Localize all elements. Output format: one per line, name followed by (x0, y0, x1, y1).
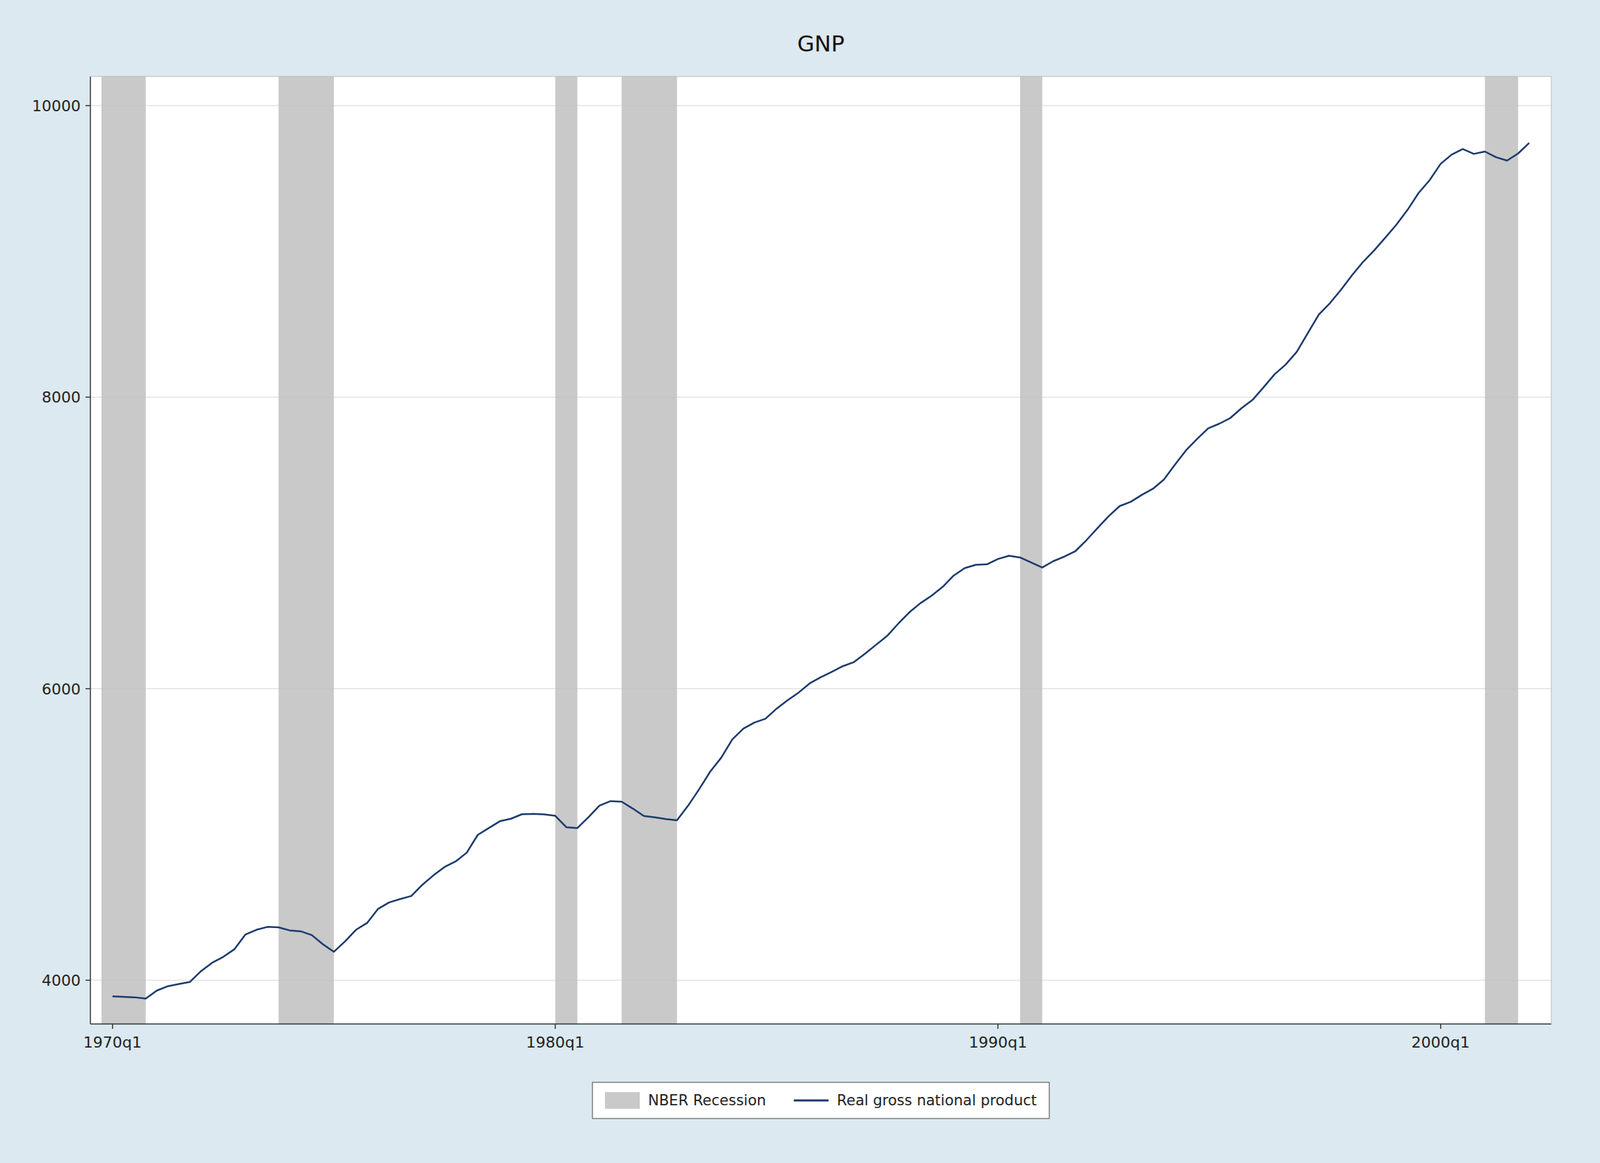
plot-frame-right (1551, 76, 1553, 1025)
legend-label: NBER Recession (648, 1092, 767, 1110)
page: {"chart_data": { "type": "line", "title"… (0, 0, 1600, 1163)
x-axis-line (90, 1023, 1552, 1025)
y-tick (85, 979, 91, 982)
recession-band (621, 76, 678, 1025)
plot-area (90, 76, 1552, 1025)
x-tick (111, 1024, 114, 1030)
y-tick-label: 6000 (41, 680, 81, 699)
y-tick-label: 10000 (31, 97, 81, 115)
legend-item: NBER Recession (604, 1092, 767, 1110)
y-tick (85, 397, 91, 399)
recession-band (1485, 76, 1519, 1025)
y-tick (85, 688, 91, 690)
y-tick-label: 8000 (41, 388, 81, 407)
y-tick-label: 4000 (41, 972, 81, 990)
plot-frame-top (90, 76, 1552, 78)
title: GNP (796, 30, 845, 58)
plot-marks (101, 76, 1530, 1025)
series-line (112, 143, 1530, 1000)
recession-band (555, 76, 578, 1025)
x-tick (554, 1024, 557, 1030)
recession-band (278, 76, 335, 1025)
recession-band (101, 76, 147, 1025)
y-axis-line (89, 76, 92, 1025)
x-tick-label: 1980q1 (526, 1033, 585, 1052)
recession-band (1020, 76, 1043, 1025)
x-tick (997, 1024, 999, 1030)
x-tick-label: 1970q1 (83, 1033, 142, 1052)
legend: NBER Recession Real gross national produc… (592, 1082, 1050, 1119)
x-tick (1440, 1024, 1442, 1030)
y-tick (85, 104, 91, 107)
x-tick-label: 1990q1 (968, 1033, 1028, 1052)
legend-item: Real gross national product (794, 1092, 1037, 1110)
legend-label: Real gross national product (837, 1092, 1037, 1110)
x-tick-label: 2000q1 (1411, 1033, 1470, 1052)
legend-box (592, 1082, 1050, 1119)
background (0, 0, 1600, 1163)
legend-swatch (604, 1092, 640, 1110)
legend-swatch (794, 1100, 829, 1103)
axes: 1970q1 1980q1 1990q1 2000q1 4000 6000 8000 1000… (31, 76, 1552, 1052)
chart: 1970q1 1980q1 1990q1 2000q1 4000 6000 8000 1000… (0, 0, 1600, 1163)
